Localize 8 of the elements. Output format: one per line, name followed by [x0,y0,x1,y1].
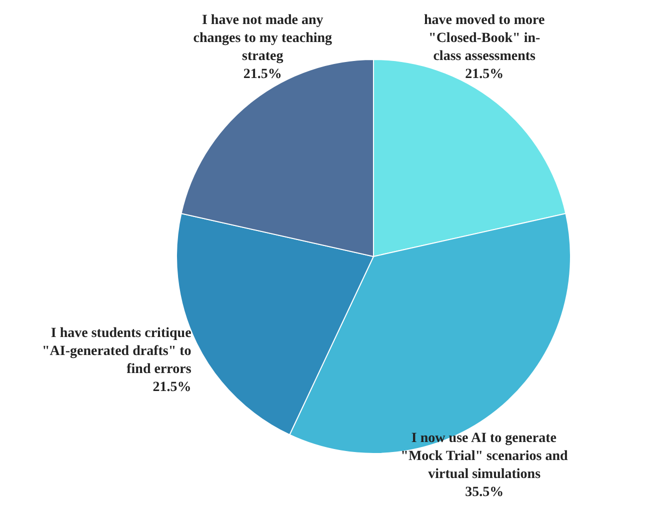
slice-label: I have not made any changes to my teaching strateg [193,12,332,64]
slice-label: I have students critique "AI-generated drafts" to find errors [42,326,192,377]
data-label: 21.5% [465,66,504,82]
slice-label: have moved to more "Closed-Book" in- class assessments [424,12,545,64]
slice-label: I now use AI to generate "Mock Trial" scenarios and virtual simulations [400,431,568,482]
data-label: 21.5% [243,66,282,82]
data-label: 21.5% [152,380,192,395]
data-label: 35.5% [465,485,504,500]
